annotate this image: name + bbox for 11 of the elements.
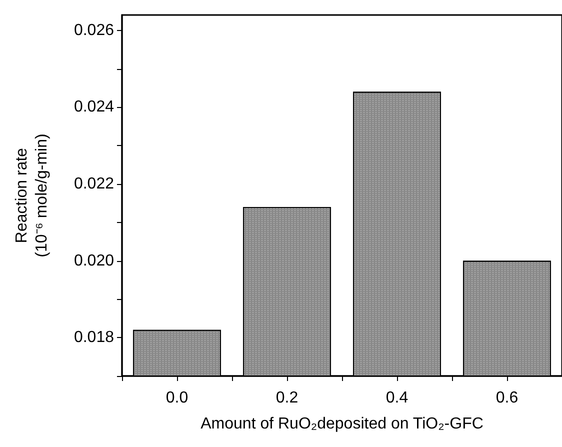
y-tick-label: 0.024 <box>74 98 114 116</box>
y-tick-label: 0.018 <box>74 329 114 346</box>
y-tick-label: 0.020 <box>74 252 114 270</box>
y-tick-label: 0.026 <box>74 22 114 39</box>
x-tick-label: 0.6 <box>496 390 518 406</box>
y-axis-title: Reaction rate (10⁻⁶ mole/g-min) <box>14 134 50 258</box>
x-tick-label: 0.2 <box>276 390 298 406</box>
y-tick-label: 0.022 <box>74 175 114 192</box>
x-tick-label: 0.0 <box>166 390 188 406</box>
x-tick-label: 0.4 <box>386 390 408 406</box>
x-axis-title: Amount of RuO₂deposited on TiO₂-GFC <box>200 416 484 432</box>
